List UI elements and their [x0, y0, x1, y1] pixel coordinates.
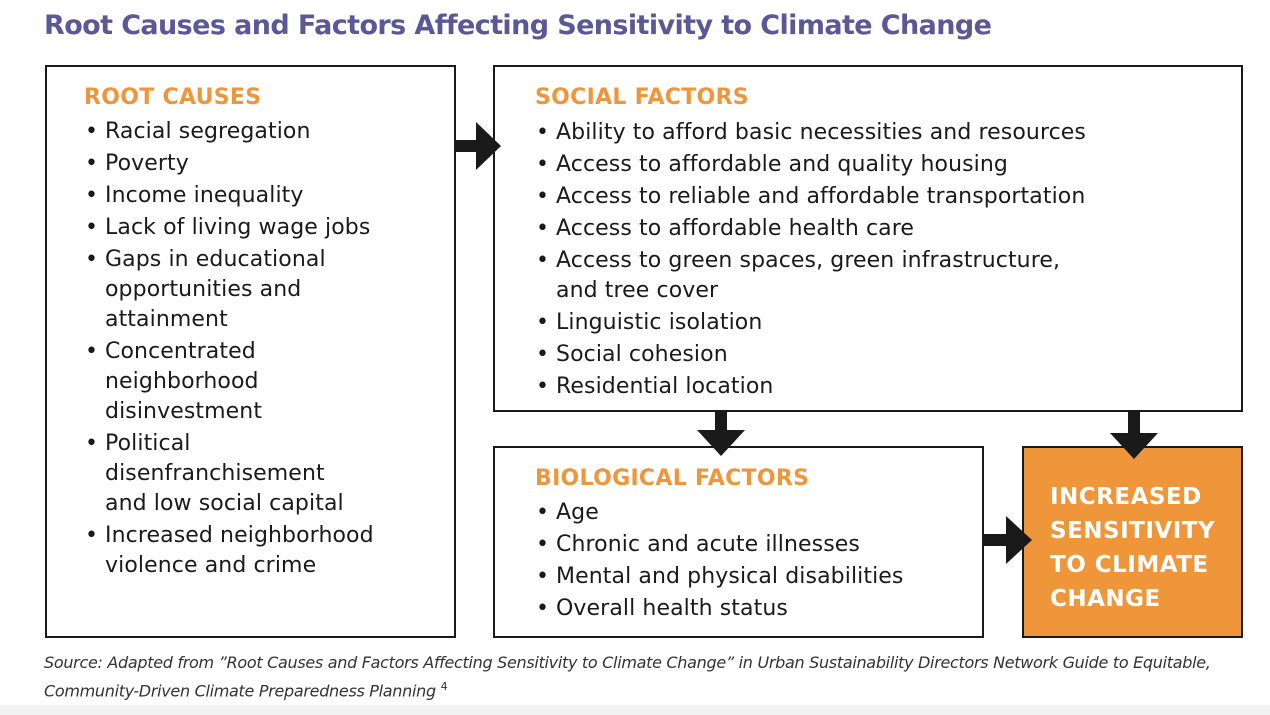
list-item: Access to reliable and affordable transp…: [536, 182, 1086, 212]
list-item: Gaps in educational opportunities and at…: [85, 245, 374, 335]
arrow-social-to-biological: [697, 411, 745, 456]
diagram-title: Root Causes and Factors Affecting Sensit…: [44, 10, 992, 41]
source-text: Source: Adapted from ”Root Causes and Fa…: [44, 653, 1211, 701]
list-item: Income inequality: [85, 181, 374, 211]
social-factors-list: Ability to afford basic necessities and …: [536, 118, 1086, 404]
list-item: Mental and physical disabilities: [536, 562, 904, 592]
list-item: Residential location: [536, 372, 1086, 402]
list-item: Racial segregation: [85, 117, 374, 147]
root-causes-heading: ROOT CAUSES: [84, 85, 262, 110]
list-item: Access to affordable and quality housing: [536, 150, 1086, 180]
list-item: Lack of living wage jobs: [85, 213, 374, 243]
list-item: Poverty: [85, 149, 374, 179]
list-item: Linguistic isolation: [536, 308, 1086, 338]
list-item: Access to affordable health care: [536, 214, 1086, 244]
list-item: Access to green spaces, green infrastruc…: [536, 246, 1086, 306]
biological-factors-list: AgeChronic and acute illnessesMental and…: [536, 498, 904, 626]
source-note: Source: Adapted from ”Root Causes and Fa…: [44, 651, 1270, 703]
list-item: Age: [536, 498, 904, 528]
biological-factors-box: BIOLOGICAL FACTORS AgeChronic and acute …: [493, 446, 984, 638]
social-factors-box: SOCIAL FACTORS Ability to afford basic n…: [493, 65, 1243, 412]
social-factors-heading: SOCIAL FACTORS: [535, 85, 749, 110]
root-causes-box: ROOT CAUSES Racial segregationPovertyInc…: [45, 65, 456, 638]
source-footnote: 4: [440, 680, 448, 693]
biological-factors-heading: BIOLOGICAL FACTORS: [535, 466, 810, 491]
bottom-band: [0, 705, 1270, 715]
arrow-social-to-outcome: [1110, 411, 1158, 459]
arrow-root-to-social: [455, 122, 501, 170]
list-item: Concentrated neighborhood disinvestment: [85, 337, 374, 427]
arrow-biological-to-outcome: [983, 516, 1032, 564]
list-item: Overall health status: [536, 594, 904, 624]
list-item: Increased neighborhood violence and crim…: [85, 521, 374, 581]
list-item: Chronic and acute illnesses: [536, 530, 904, 560]
list-item: Political disenfranchisement and low soc…: [85, 429, 374, 519]
list-item: Ability to afford basic necessities and …: [536, 118, 1086, 148]
root-causes-list: Racial segregationPovertyIncome inequali…: [85, 117, 374, 583]
list-item: Social cohesion: [536, 340, 1086, 370]
outcome-label: INCREASED SENSITIVITY TO CLIMATE CHANGE: [1050, 484, 1216, 612]
